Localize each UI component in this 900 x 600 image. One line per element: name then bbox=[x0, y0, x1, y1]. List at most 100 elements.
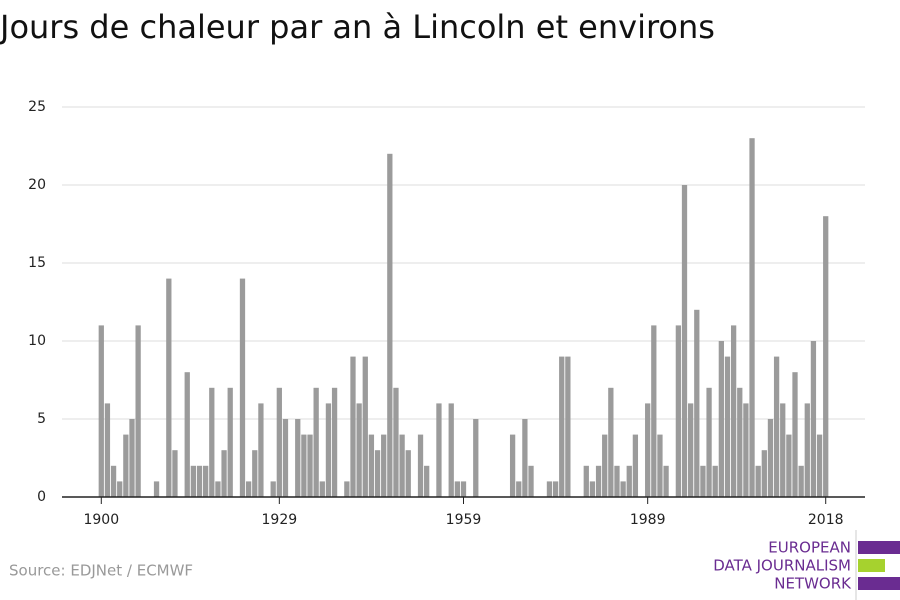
bar bbox=[798, 465, 804, 497]
bar bbox=[184, 372, 190, 497]
x-tick-label: 1989 bbox=[630, 512, 666, 528]
bar bbox=[509, 434, 516, 497]
bar bbox=[227, 387, 233, 497]
bar bbox=[546, 481, 553, 497]
bar bbox=[737, 387, 743, 497]
bar bbox=[356, 403, 362, 497]
bar bbox=[620, 481, 626, 497]
bar bbox=[424, 465, 430, 497]
logo-bar bbox=[858, 541, 900, 554]
bar bbox=[374, 450, 381, 497]
bar bbox=[110, 465, 117, 497]
bar bbox=[473, 419, 479, 497]
y-tick-label: 15 bbox=[28, 255, 46, 271]
x-tick-label: 1959 bbox=[446, 512, 482, 528]
bar bbox=[730, 325, 737, 497]
bar bbox=[270, 481, 276, 497]
bar bbox=[773, 356, 780, 497]
bar bbox=[688, 403, 694, 497]
bar bbox=[565, 356, 571, 497]
bar bbox=[454, 481, 461, 497]
chart-title: Jours de chaleur par an à Lincoln et env… bbox=[0, 8, 715, 46]
bar bbox=[528, 465, 534, 497]
bar bbox=[276, 387, 282, 497]
bar bbox=[405, 450, 411, 497]
bar bbox=[135, 325, 141, 497]
y-tick-label: 10 bbox=[28, 333, 46, 349]
bar bbox=[313, 387, 319, 497]
bar bbox=[460, 481, 467, 497]
bar bbox=[399, 434, 405, 497]
bar bbox=[663, 465, 669, 497]
bar bbox=[786, 434, 792, 497]
logo-text: DATA JOURNALISM bbox=[713, 557, 851, 575]
bar bbox=[657, 434, 663, 497]
source: Source: EDJNet / ECMWF bbox=[9, 562, 193, 580]
bar bbox=[417, 434, 424, 497]
bar bbox=[552, 481, 559, 497]
bar bbox=[626, 465, 632, 497]
bar bbox=[712, 465, 718, 497]
bar bbox=[221, 450, 227, 497]
bar bbox=[350, 356, 356, 497]
bar bbox=[706, 387, 712, 497]
bar bbox=[362, 356, 368, 497]
bar bbox=[301, 434, 307, 497]
bar bbox=[767, 419, 774, 497]
bar bbox=[258, 403, 264, 497]
bar bbox=[522, 419, 528, 497]
y-tick-label: 20 bbox=[28, 177, 46, 193]
bar bbox=[516, 481, 522, 497]
logo-bar bbox=[858, 577, 900, 590]
logo-text: EUROPEAN bbox=[768, 539, 851, 557]
bar bbox=[104, 403, 111, 497]
bar bbox=[761, 450, 767, 497]
bar bbox=[393, 387, 399, 497]
bar bbox=[245, 481, 252, 497]
bar bbox=[123, 434, 129, 497]
bar bbox=[589, 481, 596, 497]
bar bbox=[209, 387, 215, 497]
bar bbox=[651, 325, 657, 497]
bar bbox=[319, 481, 325, 497]
bar bbox=[608, 387, 614, 497]
bar bbox=[749, 138, 755, 497]
y-tick-label: 0 bbox=[37, 489, 46, 505]
bar bbox=[307, 434, 313, 497]
bar bbox=[98, 325, 104, 497]
x-tick-label: 1929 bbox=[262, 512, 298, 528]
bar bbox=[823, 216, 829, 497]
bar bbox=[632, 434, 639, 497]
bar bbox=[810, 341, 817, 497]
bar bbox=[448, 403, 454, 497]
bar bbox=[700, 465, 706, 497]
bar bbox=[190, 465, 197, 497]
bar bbox=[780, 403, 786, 497]
bar bbox=[368, 434, 375, 497]
bar bbox=[614, 465, 620, 497]
bar bbox=[595, 465, 602, 497]
bar bbox=[239, 278, 246, 497]
bar bbox=[387, 153, 393, 498]
bar bbox=[816, 434, 823, 497]
bar bbox=[325, 403, 332, 497]
bar bbox=[675, 325, 682, 497]
bar bbox=[203, 465, 209, 497]
bar bbox=[282, 419, 289, 497]
bar bbox=[718, 341, 724, 497]
bar bbox=[196, 465, 203, 497]
bar bbox=[743, 403, 749, 497]
bar bbox=[331, 387, 338, 497]
bar bbox=[129, 419, 135, 497]
bar bbox=[755, 465, 761, 497]
y-tick-label: 25 bbox=[28, 99, 46, 115]
bar bbox=[559, 356, 565, 497]
x-tick-label: 2018 bbox=[808, 512, 844, 528]
bar bbox=[681, 185, 688, 497]
bar bbox=[602, 434, 608, 497]
bar bbox=[215, 481, 221, 497]
logo-bar bbox=[858, 559, 885, 572]
bar bbox=[583, 465, 589, 497]
bar bbox=[436, 403, 442, 497]
